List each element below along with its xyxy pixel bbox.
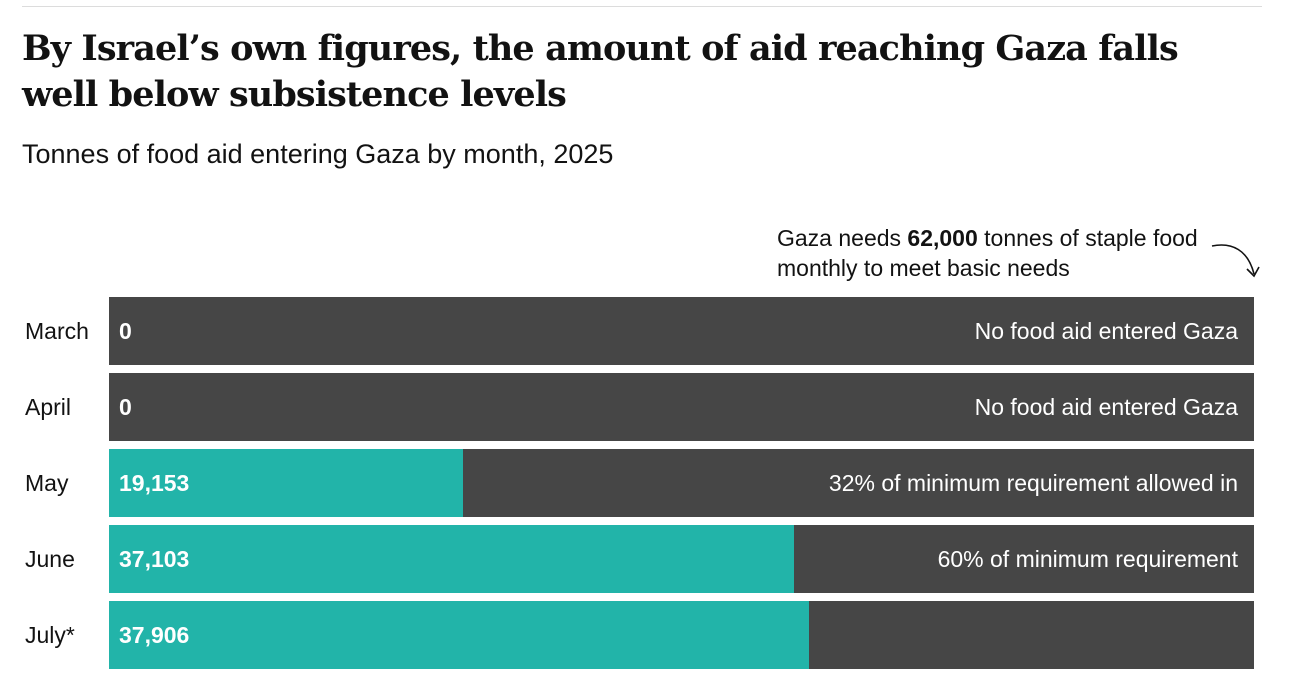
requirement-annotation-suffix: tonnes of staple food monthly to meet ba… [777,225,1198,281]
bar-annotation: 60% of minimum requirement [937,546,1238,572]
bar-track: 19,153 32% of minimum requirement allowed… [109,449,1254,517]
bar-value-label: 0 [119,318,132,344]
bar-value-label: 37,906 [119,622,190,648]
bar-annotation: 32% of minimum requirement allowed in [828,470,1238,496]
category-label: July* [25,622,75,648]
bar-track: 0 No food aid entered Gaza [109,297,1254,365]
bar [109,449,463,517]
requirement-annotation: Gaza needs 62,000 tonnes of staple food … [777,223,1217,283]
bar-track: 37,906 [109,601,1254,669]
top-rule [22,6,1262,7]
bar-value-label: 0 [119,394,132,420]
chart-subtitle: Tonnes of food aid entering Gaza by mont… [22,139,614,169]
bar-track: 37,103 60% of minimum requirement [109,525,1254,593]
category-label: May [25,470,69,496]
bar-value-label: 37,103 [119,546,190,572]
requirement-annotation-prefix: Gaza needs [777,225,908,251]
bar-track: 0 No food aid entered Gaza [109,373,1254,441]
bar-value-label: 19,153 [119,470,190,496]
category-label: March [25,318,89,344]
category-label: April [25,394,72,420]
curved-arrow-icon [1211,244,1260,278]
bar [109,525,794,593]
bar-annotation: No food aid entered Gaza [974,318,1238,344]
bar-annotation: No food aid entered Gaza [974,394,1238,420]
chart-title: By Israel’s own figures, the amount of a… [22,28,1179,115]
requirement-annotation-value: 62,000 [907,225,978,251]
bar [109,601,809,669]
category-label: June [25,546,75,572]
